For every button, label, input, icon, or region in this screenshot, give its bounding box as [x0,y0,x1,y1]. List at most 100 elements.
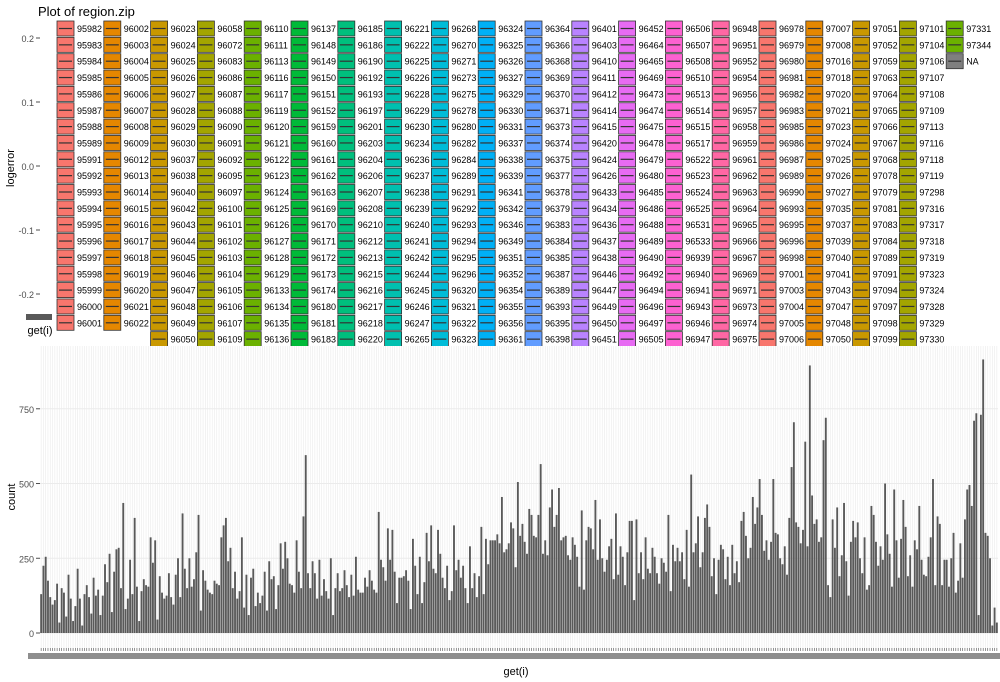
legend-label: 96213 [358,253,383,263]
bar [195,552,198,633]
bar [259,603,262,633]
bar [703,517,706,633]
legend-label: 96186 [358,40,383,50]
legend-label: 96996 [779,237,804,247]
bar [916,549,918,633]
legend-label: 96150 [311,73,336,83]
bar [97,589,100,633]
bar [831,519,834,633]
legend-label: 96327 [498,73,523,83]
legend-label: 96237 [405,171,430,181]
legend-label: 96401 [592,24,617,34]
bar [676,547,679,633]
legend-label: 96180 [311,302,336,312]
bar [576,556,579,633]
legend-label: 96029 [171,122,196,132]
bar-y-tick-label: 750 [19,405,34,415]
legend-label: 96126 [264,220,289,230]
legend-label: 96289 [451,171,476,181]
legend-label: 96220 [358,335,383,345]
bar [167,573,170,633]
legend-label: 97089 [873,253,898,263]
bar [745,535,747,633]
bar [528,508,531,633]
legend-label: 96321 [451,302,476,312]
scatter-panel: 0.20.10.0-0.1-0.2 logerror get(i) 959829… [5,4,991,364]
bar [699,567,702,633]
bar [795,522,798,633]
bar [934,585,937,633]
bar [573,544,576,633]
bar [870,505,873,633]
bar [904,526,907,633]
bar [407,580,410,633]
bar [279,543,282,633]
legend-label: 96346 [498,220,523,230]
bar [765,540,768,633]
bar [309,588,312,633]
bar [284,541,287,633]
legend-label: 96042 [171,204,196,214]
legend-label: 96212 [358,237,383,247]
bar [818,541,820,633]
bar [583,589,585,633]
bar [65,616,68,633]
bar [104,564,106,633]
bar [717,559,720,633]
legend-label: 96222 [405,40,430,50]
bar [432,568,435,633]
bar [382,567,385,633]
bar [325,591,328,633]
bar [628,520,631,633]
legend-label: 96204 [358,155,383,165]
legend-label: 96966 [732,237,757,247]
legend-label: 96295 [451,253,476,263]
bar [193,579,195,633]
legend-label: 96973 [732,302,757,312]
legend-label: 96975 [732,335,757,345]
legend-label: 96000 [77,302,102,312]
legend-label: 96947 [685,335,710,345]
bar [820,537,823,633]
legend-label: 96215 [358,269,383,279]
legend-label: 96320 [451,286,476,296]
bar [772,479,775,633]
bar [875,541,877,633]
bar [213,580,216,633]
legend-label: 96361 [498,335,523,345]
bar [961,577,964,633]
legend-label: 96464 [639,40,664,50]
legend-label: 96533 [685,237,710,247]
legend-label: 96012 [124,155,149,165]
legend-label: 96021 [124,302,149,312]
legend-label: 96124 [264,188,289,198]
legend-label: 96946 [685,318,710,328]
bar [439,553,442,633]
bar [386,528,389,633]
legend-label: 96030 [171,138,196,148]
legend-label: 96517 [685,138,710,148]
legend-label: 96216 [358,286,383,296]
legend-label: 96190 [358,57,383,67]
legend-label: 96160 [311,138,336,148]
legend-label: 96129 [264,269,289,279]
bar [906,576,909,633]
bar-panel: 750 500 250 0 count get(i) [6,346,1000,678]
bar [599,519,601,633]
legend-label: 97324 [919,286,944,296]
legend-label: 96136 [264,335,289,345]
legend-label: 97021 [826,106,851,116]
legend-label: 96497 [639,318,664,328]
legend-label: 96038 [171,171,196,181]
bar [234,571,236,633]
bar [227,561,230,633]
bar [968,485,971,633]
bar [247,615,250,633]
legend-label: 96971 [732,286,757,296]
legend-label: 96957 [732,106,757,116]
bar [635,519,638,633]
bar [991,625,994,633]
bar [843,502,845,633]
bar [215,583,218,633]
bar [60,588,63,633]
